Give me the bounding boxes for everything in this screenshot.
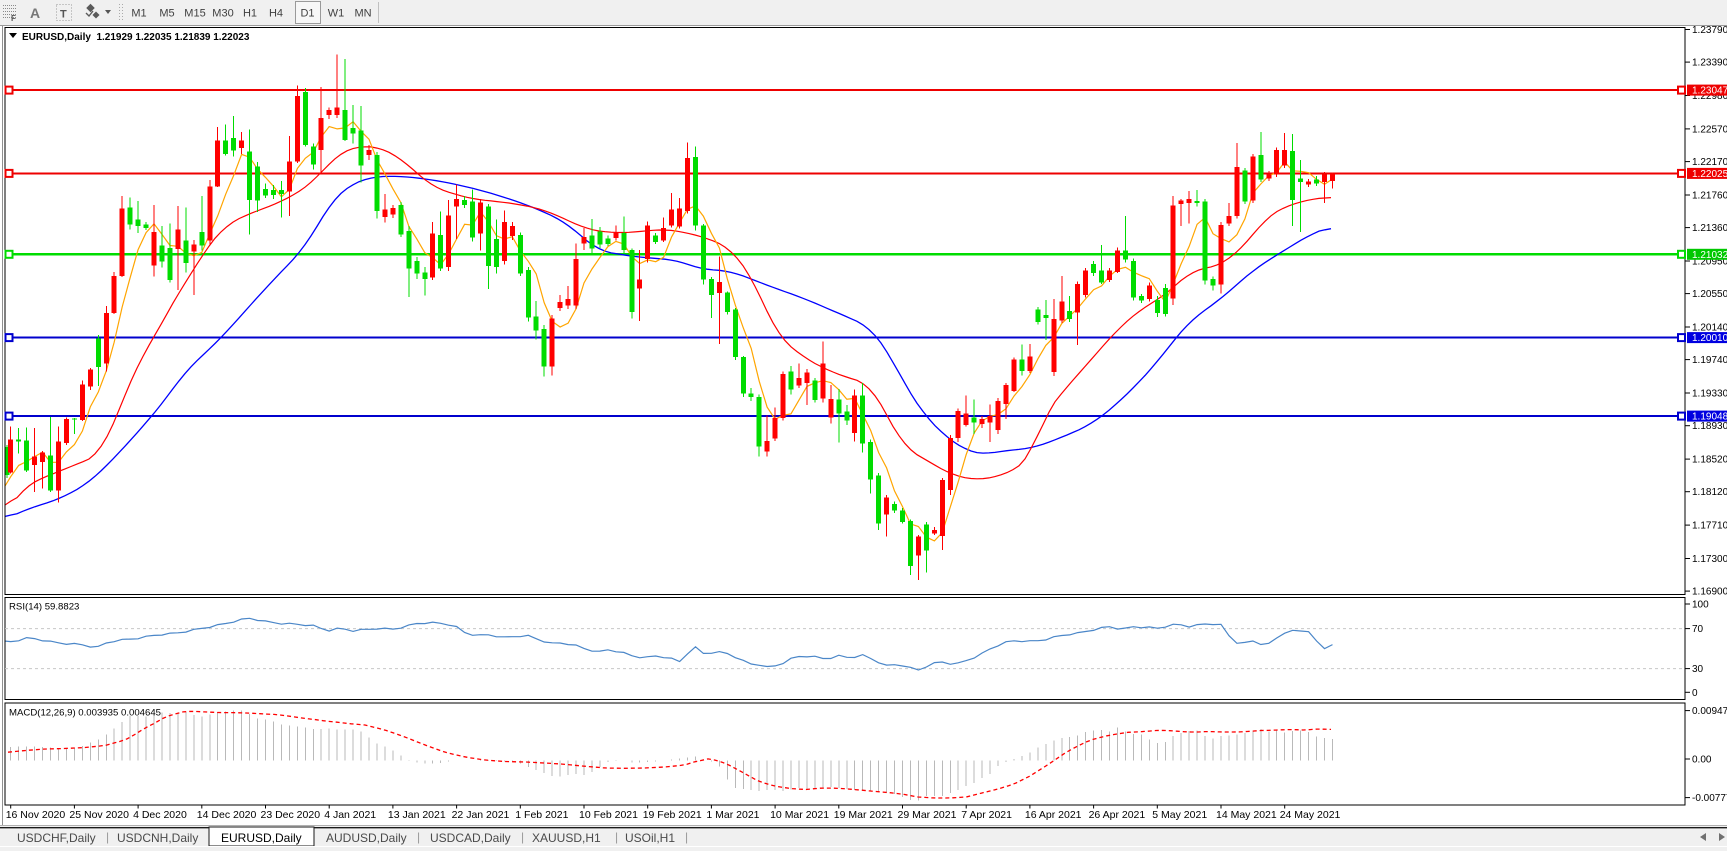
svg-text:4 Dec 2020: 4 Dec 2020	[133, 809, 187, 821]
svg-text:1.20010: 1.20010	[1692, 333, 1727, 344]
svg-text:1.17300: 1.17300	[1692, 554, 1727, 565]
svg-text:EURUSD,Daily 1.21929 1.22035: EURUSD,Daily 1.21929 1.22035 1.21839 1.2…	[22, 32, 250, 43]
svg-text:1 Mar 2021: 1 Mar 2021	[706, 809, 759, 821]
svg-text:F: F	[11, 14, 16, 23]
svg-text:1.19330: 1.19330	[1692, 389, 1727, 400]
svg-text:23 Dec 2020: 23 Dec 2020	[261, 809, 321, 821]
svg-text:M15: M15	[184, 8, 205, 20]
svg-text:D1: D1	[300, 8, 314, 20]
svg-text:1.22570: 1.22570	[1692, 124, 1727, 135]
svg-text:M5: M5	[159, 8, 174, 20]
svg-text:1.20140: 1.20140	[1692, 323, 1727, 334]
svg-text:H4: H4	[269, 8, 283, 20]
svg-text:MACD(12,26,9) 0.003935 0.00464: MACD(12,26,9) 0.003935 0.004645	[9, 708, 161, 719]
svg-text:1.23047: 1.23047	[1692, 86, 1727, 97]
svg-text:1.19740: 1.19740	[1692, 355, 1727, 366]
svg-text:W1: W1	[328, 8, 345, 20]
svg-text:22 Jan 2021: 22 Jan 2021	[452, 809, 510, 821]
svg-text:19 Feb 2021: 19 Feb 2021	[643, 809, 702, 821]
svg-text:7 Apr 2021: 7 Apr 2021	[961, 809, 1012, 821]
svg-text:|: |	[106, 830, 109, 844]
svg-text:|: |	[685, 830, 688, 844]
svg-text:25 Nov 2020: 25 Nov 2020	[69, 809, 129, 821]
svg-text:|: |	[615, 830, 618, 844]
svg-text:MN: MN	[354, 8, 371, 20]
svg-text:1 Feb 2021: 1 Feb 2021	[515, 809, 568, 821]
svg-text:USDCHF,Daily: USDCHF,Daily	[17, 831, 96, 845]
svg-text:1.18120: 1.18120	[1692, 487, 1727, 498]
svg-text:1.22170: 1.22170	[1692, 157, 1727, 168]
svg-text:0: 0	[1692, 688, 1698, 699]
svg-text:13 Jan 2021: 13 Jan 2021	[388, 809, 446, 821]
svg-text:29 Mar 2021: 29 Mar 2021	[898, 809, 957, 821]
svg-text:10 Mar 2021: 10 Mar 2021	[770, 809, 829, 821]
svg-text:M30: M30	[212, 8, 233, 20]
svg-text:1.23390: 1.23390	[1692, 58, 1727, 69]
svg-text:1.19048: 1.19048	[1692, 412, 1727, 423]
svg-text:16 Apr 2021: 16 Apr 2021	[1025, 809, 1082, 821]
svg-text:-0.007778: -0.007778	[1692, 793, 1727, 804]
svg-text:USDCAD,Daily: USDCAD,Daily	[430, 831, 511, 845]
svg-text:1.23790: 1.23790	[1692, 25, 1727, 36]
svg-text:0.00: 0.00	[1692, 755, 1712, 766]
svg-text:1.22025: 1.22025	[1692, 169, 1727, 180]
svg-text:1.17710: 1.17710	[1692, 521, 1727, 532]
svg-text:1.20950: 1.20950	[1692, 257, 1727, 268]
svg-text:0.009478: 0.009478	[1692, 706, 1727, 717]
svg-text:1.18930: 1.18930	[1692, 421, 1727, 432]
svg-text:A: A	[30, 5, 40, 21]
svg-text:AUDUSD,Daily: AUDUSD,Daily	[326, 831, 407, 845]
svg-text:USOil,H1: USOil,H1	[625, 831, 675, 845]
svg-text:30: 30	[1692, 664, 1704, 675]
svg-text:19 Mar 2021: 19 Mar 2021	[834, 809, 893, 821]
svg-text:|: |	[521, 830, 524, 844]
svg-text:70: 70	[1692, 624, 1704, 635]
svg-text:1.21760: 1.21760	[1692, 191, 1727, 202]
svg-text:T: T	[60, 9, 67, 21]
svg-text:1.16900: 1.16900	[1692, 587, 1727, 598]
svg-text:26 Apr 2021: 26 Apr 2021	[1089, 809, 1146, 821]
svg-text:100: 100	[1692, 600, 1709, 611]
svg-text:14 Dec 2020: 14 Dec 2020	[197, 809, 257, 821]
svg-text:XAUUSD,H1: XAUUSD,H1	[532, 831, 601, 845]
svg-text:10 Feb 2021: 10 Feb 2021	[579, 809, 638, 821]
svg-text:1.20550: 1.20550	[1692, 289, 1727, 300]
svg-text:|: |	[417, 830, 420, 844]
svg-text:M1: M1	[131, 8, 146, 20]
svg-text:1.21360: 1.21360	[1692, 223, 1727, 234]
svg-text:1.22980: 1.22980	[1692, 91, 1727, 102]
svg-text:5 May 2021: 5 May 2021	[1152, 809, 1207, 821]
svg-text:H1: H1	[243, 8, 257, 20]
svg-text:14 May 2021: 14 May 2021	[1216, 809, 1277, 821]
svg-text:1.21032: 1.21032	[1692, 250, 1727, 261]
svg-text:16 Nov 2020: 16 Nov 2020	[6, 809, 66, 821]
svg-text:EURUSD,Daily: EURUSD,Daily	[221, 831, 302, 845]
svg-text:RSI(14) 59.8823: RSI(14) 59.8823	[9, 602, 79, 613]
svg-text:1.18520: 1.18520	[1692, 455, 1727, 466]
svg-text:USDCNH,Daily: USDCNH,Daily	[117, 831, 198, 845]
svg-text:4 Jan 2021: 4 Jan 2021	[324, 809, 376, 821]
svg-text:24 May 2021: 24 May 2021	[1280, 809, 1341, 821]
